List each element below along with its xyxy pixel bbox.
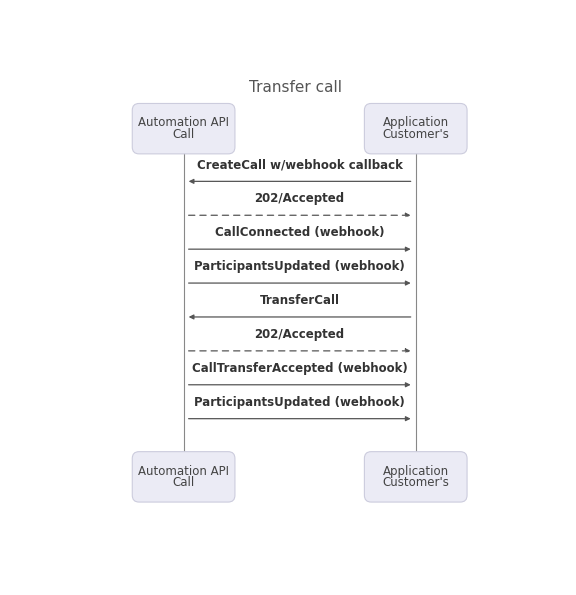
Text: Customer's: Customer's xyxy=(382,128,449,141)
FancyBboxPatch shape xyxy=(365,452,467,502)
FancyBboxPatch shape xyxy=(365,104,467,154)
Text: 202/Accepted: 202/Accepted xyxy=(255,328,344,341)
Text: Call: Call xyxy=(172,128,195,141)
Text: Automation API: Automation API xyxy=(138,117,229,130)
Text: ParticipantsUpdated (webhook): ParticipantsUpdated (webhook) xyxy=(194,396,405,409)
Text: CallTransferAccepted (webhook): CallTransferAccepted (webhook) xyxy=(192,362,408,375)
Text: 202/Accepted: 202/Accepted xyxy=(255,192,344,205)
FancyBboxPatch shape xyxy=(132,452,235,502)
Text: ParticipantsUpdated (webhook): ParticipantsUpdated (webhook) xyxy=(194,260,405,273)
FancyBboxPatch shape xyxy=(132,104,235,154)
Text: Call: Call xyxy=(172,476,195,489)
Text: Transfer call: Transfer call xyxy=(249,80,342,95)
Text: Customer's: Customer's xyxy=(382,476,449,489)
Text: CallConnected (webhook): CallConnected (webhook) xyxy=(215,226,384,239)
Text: Automation API: Automation API xyxy=(138,465,229,478)
Text: CreateCall w/webhook callback: CreateCall w/webhook callback xyxy=(197,158,403,171)
Text: TransferCall: TransferCall xyxy=(260,294,340,307)
Text: Application: Application xyxy=(382,117,449,130)
Text: Application: Application xyxy=(382,465,449,478)
